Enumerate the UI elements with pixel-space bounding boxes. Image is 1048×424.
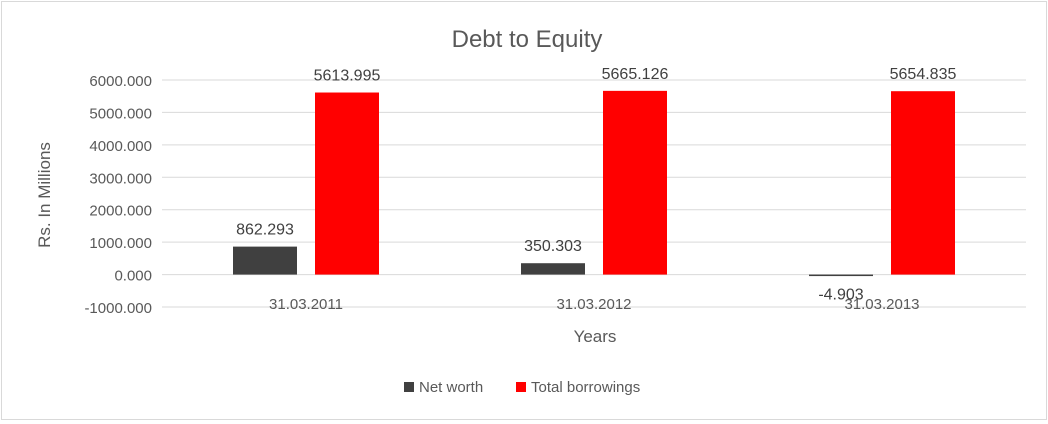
bar-net-worth [521, 263, 585, 275]
bar-total-borrowings [891, 91, 955, 275]
bar-total-borrowings [603, 90, 667, 275]
bar-net-worth [233, 246, 297, 275]
legend: Net worth Total borrowings [404, 379, 640, 396]
x-axis-title: Years [574, 327, 617, 346]
x-axis-ticks: 31.03.2011 31.03.2012 31.03.2013 [269, 296, 920, 313]
gridlines [162, 79, 1026, 308]
y-tick-label: -1000.000 [84, 300, 152, 317]
x-tick-label: 31.03.2012 [556, 296, 631, 313]
legend-label: Net worth [419, 379, 483, 396]
bar-total-borrowings [315, 92, 379, 275]
bars [233, 90, 955, 277]
data-labels: 862.293 5613.995 350.303 5665.126 -4.903 5654… [236, 66, 956, 304]
data-label: -4.903 [818, 287, 863, 304]
legend-swatch [516, 382, 526, 392]
y-tick-label: 1000.000 [89, 235, 152, 252]
y-tick-label: 0.000 [114, 268, 152, 285]
x-tick-label: 31.03.2013 [844, 296, 919, 313]
legend-label: Total borrowings [531, 379, 640, 396]
chart-title: Debt to Equity [452, 26, 603, 53]
y-tick-label: 5000.000 [89, 105, 152, 122]
bar-net-worth [809, 274, 873, 277]
debt-to-equity-chart: Debt to Equity 6000.000 5000.000 4000.000 3… [35, 26, 1026, 396]
data-label: 5654.835 [890, 66, 957, 83]
data-label: 5613.995 [314, 68, 381, 85]
data-label: 350.303 [524, 238, 582, 255]
y-tick-label: 3000.000 [89, 170, 152, 187]
legend-swatch [404, 382, 414, 392]
data-label: 862.293 [236, 222, 294, 239]
y-axis-title: Rs. In Millions [35, 142, 54, 248]
y-tick-label: 6000.000 [89, 73, 152, 90]
y-tick-label: 4000.000 [89, 138, 152, 155]
x-tick-label: 31.03.2011 [269, 296, 343, 313]
y-axis-ticks: 6000.000 5000.000 4000.000 3000.000 2000.000… [84, 73, 152, 317]
data-label: 5665.126 [602, 66, 669, 83]
y-tick-label: 2000.000 [89, 203, 152, 220]
